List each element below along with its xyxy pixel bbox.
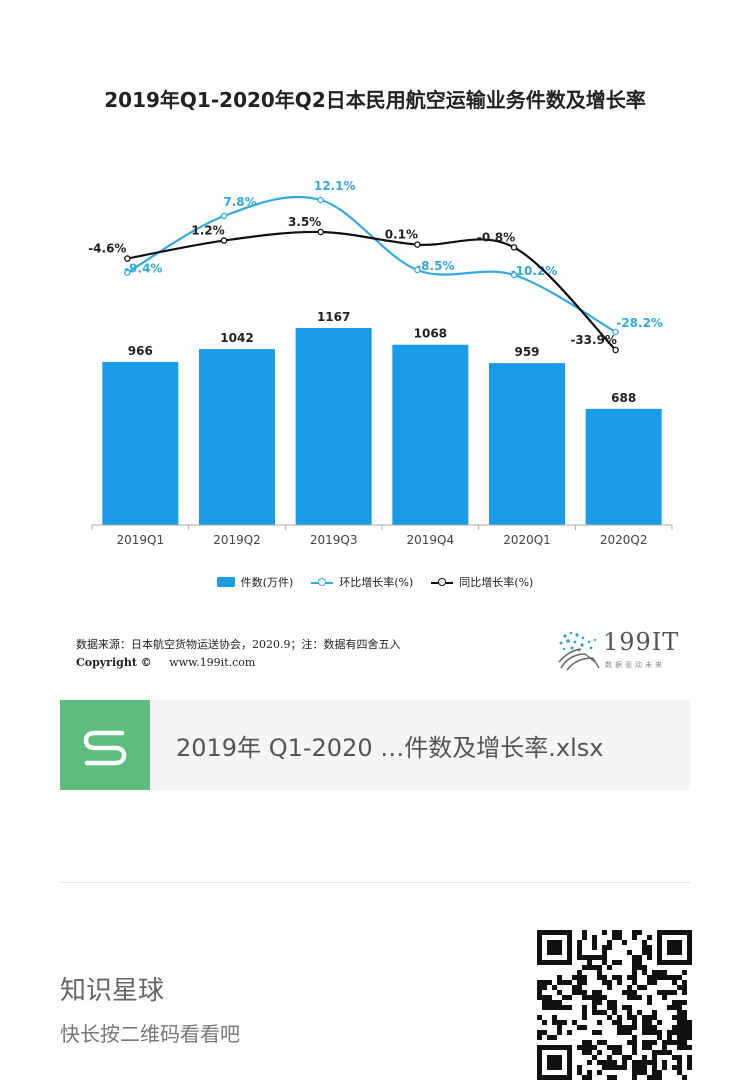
legend-swatch-yoy	[431, 577, 454, 587]
bar-2019Q4	[392, 344, 469, 525]
bar-value-label: 1167	[317, 310, 350, 324]
x-tick-label: 2019Q3	[310, 533, 358, 547]
yoy-line	[127, 230, 617, 351]
legend-item-qoq: 环比增长率(%)	[311, 574, 413, 590]
bar-value-label: 1068	[414, 327, 447, 341]
x-tick-label: 2019Q2	[213, 533, 261, 547]
legend-swatch-qoq	[311, 577, 334, 587]
yoy-value-label: 1.2%	[191, 224, 224, 238]
chart-title: 2019年Q1-2020年Q2日本民用航空运输业务件数及增长率	[104, 88, 646, 112]
qoq-line	[126, 195, 617, 333]
x-tick-label: 2020Q2	[600, 533, 648, 547]
bar-value-label: 1042	[220, 331, 253, 345]
yoy-point	[317, 228, 324, 236]
qoq-value-label: 12.1%	[314, 179, 356, 193]
x-tick-label: 2020Q1	[503, 533, 551, 547]
yoy-value-label: 0.1%	[385, 228, 418, 242]
brand-logo-icon	[558, 631, 600, 671]
legend: 件数(万件) 环比增长率(%) 同比增长率(%)	[0, 574, 750, 590]
bar-value-label: 959	[514, 345, 539, 359]
bar-2020Q2	[585, 408, 662, 525]
planet-subtitle: 快长按二维码看看吧	[60, 1022, 240, 1046]
bar-2019Q1	[102, 361, 179, 525]
qoq-point	[317, 196, 324, 204]
qoq-point	[414, 266, 421, 274]
file-attachment-card[interactable]: 2019年 Q1-2020 …件数及增长率.xlsx	[60, 700, 690, 790]
yoy-value-label: -4.6%	[88, 242, 126, 256]
legend-item-count: 件数(万件)	[216, 574, 294, 590]
copyright: Copyright © www.199it.com	[76, 656, 255, 669]
x-tick-label: 2019Q1	[117, 533, 165, 547]
bar-value-label: 966	[128, 344, 153, 358]
legend-item-yoy: 同比增长率(%)	[431, 574, 533, 590]
qoq-value-label: -28.2%	[616, 316, 663, 330]
data-source: 数据来源：日本航空货物运送协会，2020.9；注：数据有四舍五入	[76, 638, 401, 651]
legend-swatch-bar	[216, 577, 235, 587]
qoq-value-label: 7.8%	[223, 195, 256, 209]
brand-tagline: 数据驱动未来	[605, 661, 665, 669]
yoy-point	[124, 255, 131, 262]
yoy-value-label: 3.5%	[288, 215, 321, 229]
divider	[60, 882, 690, 883]
qoq-point	[220, 212, 228, 220]
chart-area: 966 1042 1167 1068 959 688 2019Q1 2019Q2 2019Q3…	[88, 179, 673, 547]
bar-2020Q1	[489, 363, 565, 525]
legend-label-qoq: 环比增长率(%)	[339, 576, 414, 589]
qr-code-icon[interactable]	[537, 930, 692, 1080]
yoy-value-label: -33.9%	[570, 333, 617, 347]
qoq-value-label: -8.5%	[416, 259, 454, 273]
spreadsheet-icon	[60, 700, 150, 790]
qoq-value-label: -10.2%	[511, 264, 558, 278]
x-tick-label: 2019Q4	[407, 533, 455, 547]
qoq-point	[124, 269, 131, 276]
yoy-point	[612, 346, 619, 354]
brand-name: 199IT	[603, 628, 680, 656]
legend-label-yoy: 同比增长率(%)	[459, 576, 534, 589]
legend-label-count: 件数(万件)	[240, 576, 294, 589]
qoq-point	[612, 328, 619, 336]
bar-value-label: 688	[611, 391, 636, 405]
file-name: 2019年 Q1-2020 …件数及增长率.xlsx	[176, 734, 604, 762]
website-link[interactable]: www.199it.com	[169, 656, 256, 669]
bar-2019Q3	[295, 328, 372, 525]
yoy-value-label: -0.8%	[477, 230, 515, 244]
yoy-point	[220, 237, 228, 244]
bar-2019Q2	[199, 349, 275, 525]
qoq-point	[510, 271, 518, 279]
copyright-label: Copyright ©	[76, 656, 152, 669]
planet-title: 知识星球	[60, 976, 165, 1006]
qoq-value-label: -9.4%	[124, 262, 162, 276]
yoy-point	[510, 244, 518, 251]
yoy-point	[414, 241, 421, 248]
